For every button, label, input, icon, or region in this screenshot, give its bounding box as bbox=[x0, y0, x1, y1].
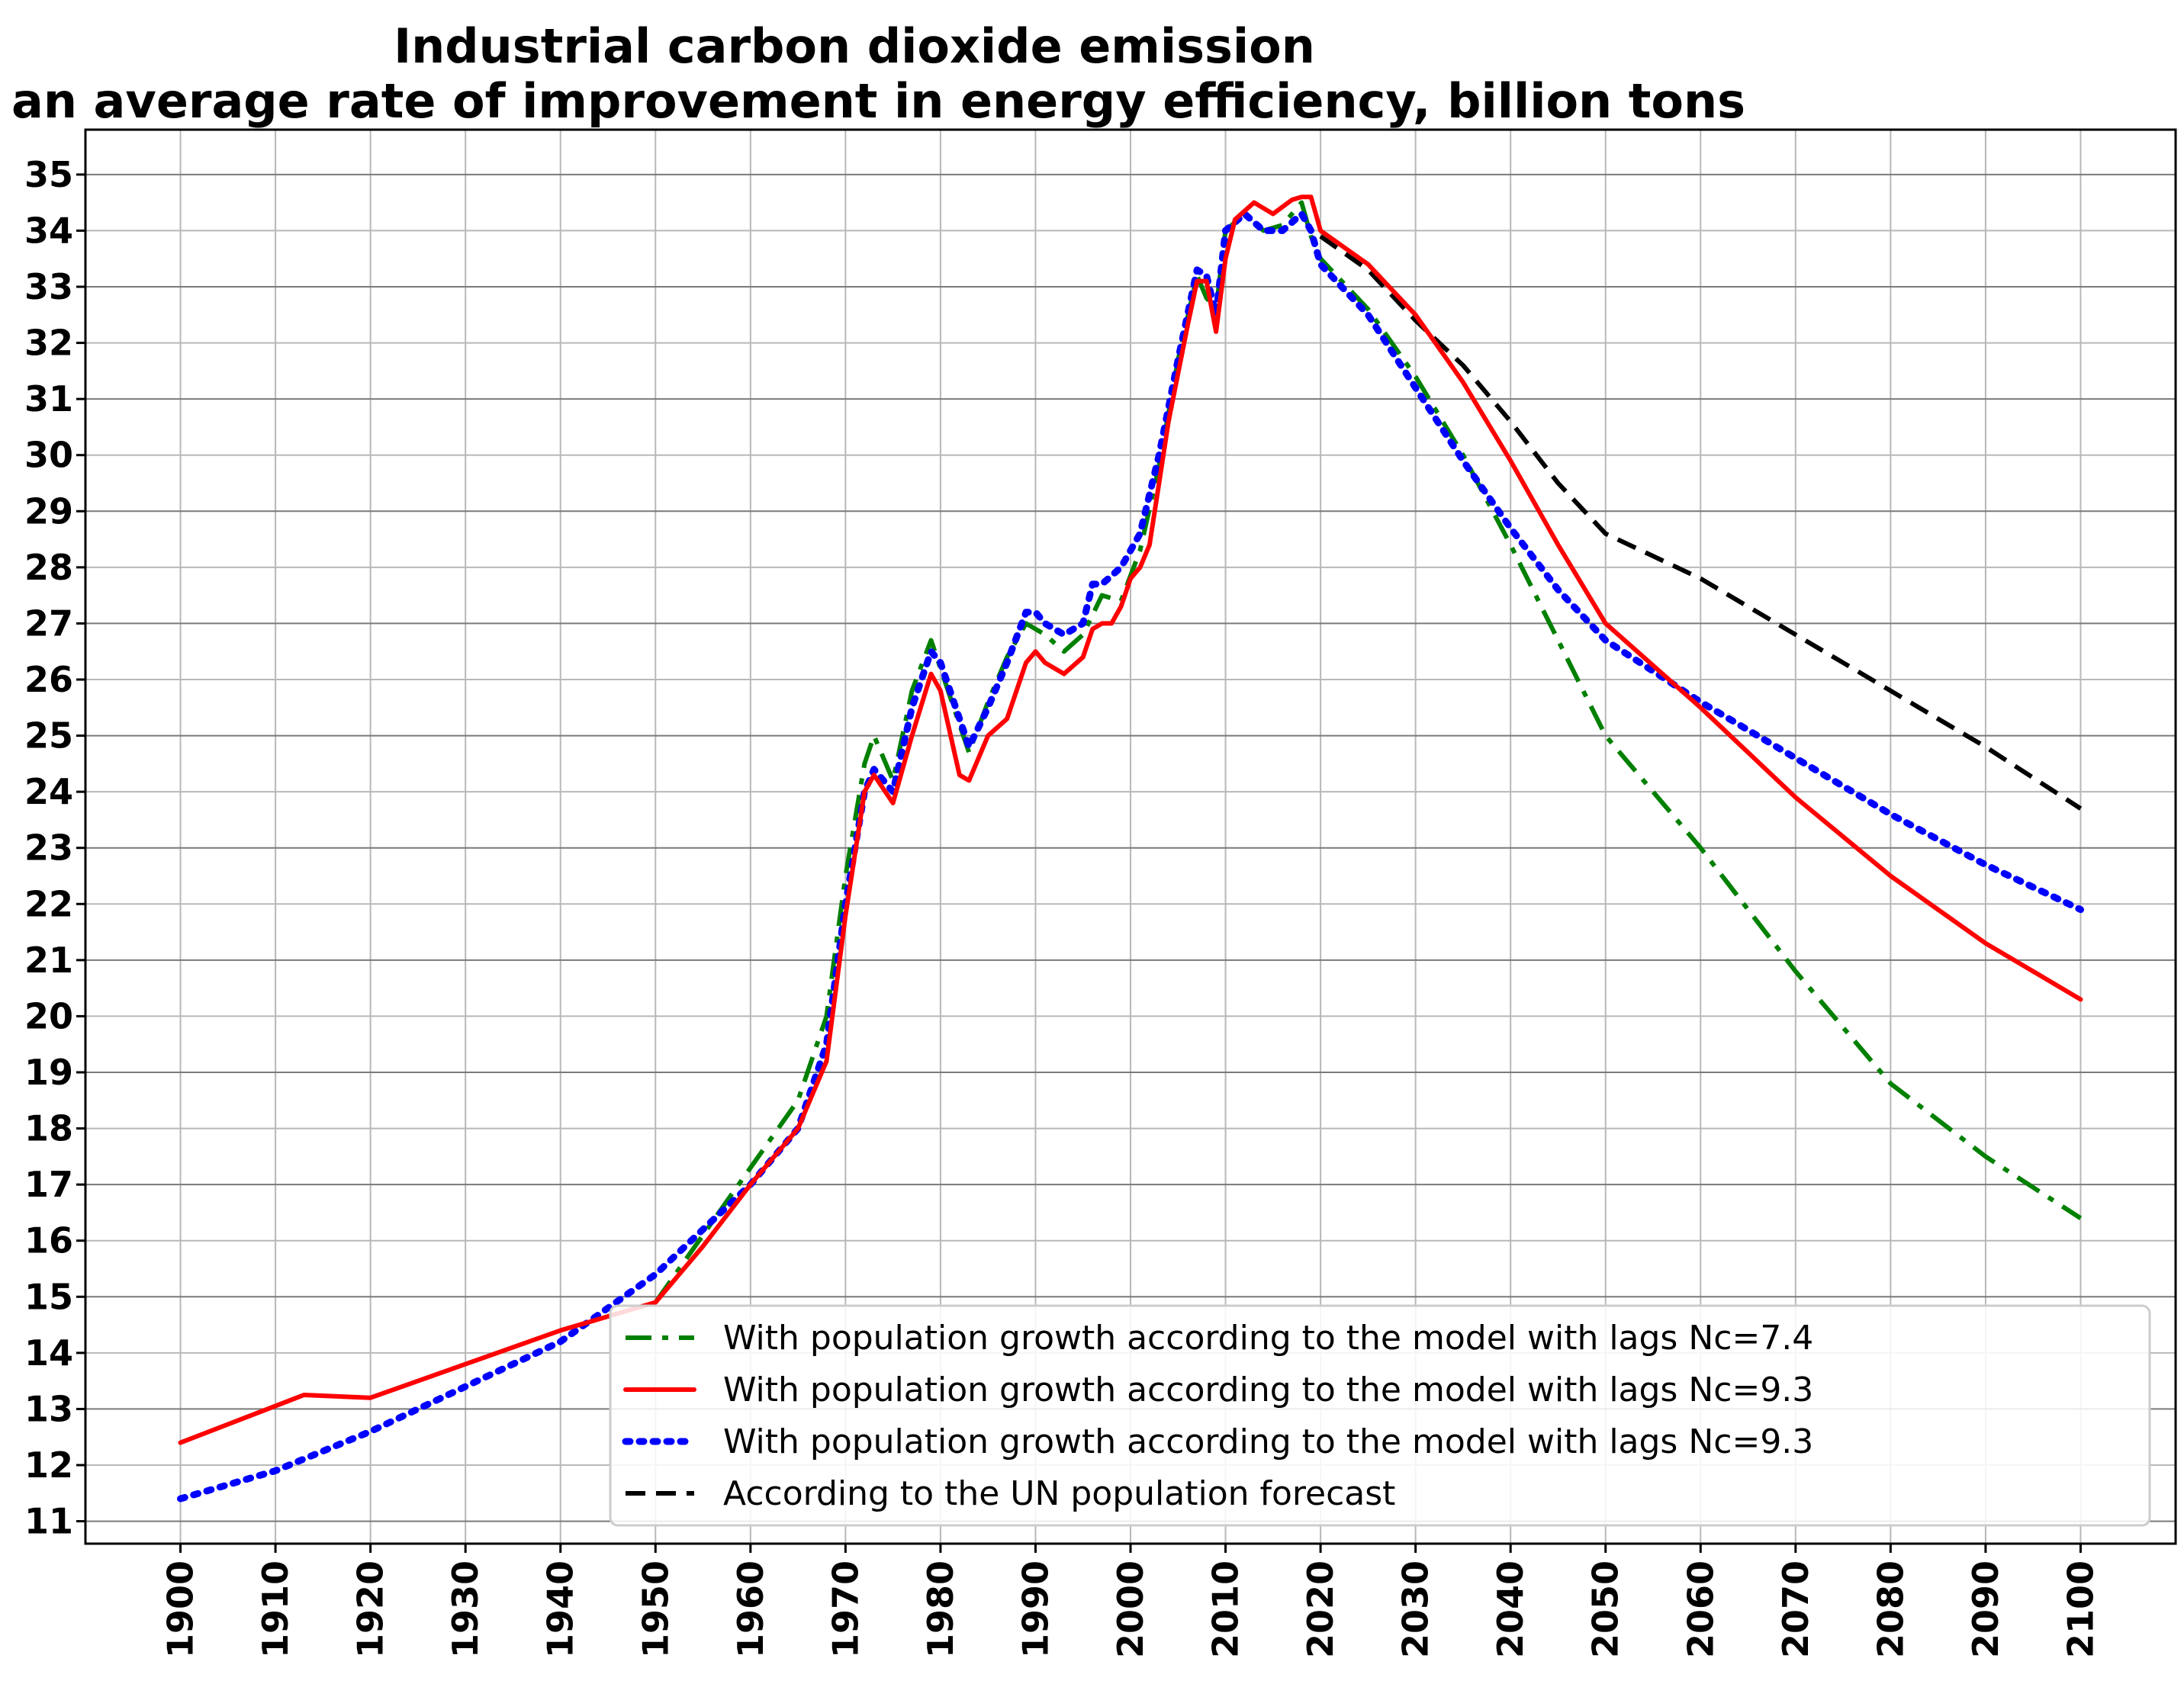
x-tick-label: 2000 bbox=[1110, 1560, 1151, 1658]
legend-label-0: With population growth according to the … bbox=[723, 1319, 1813, 1358]
y-tick-label: 27 bbox=[24, 603, 73, 644]
y-tick-label: 33 bbox=[24, 266, 73, 307]
x-tick-label: 1970 bbox=[825, 1560, 866, 1658]
y-tick-label: 25 bbox=[24, 715, 73, 757]
y-tick-label: 19 bbox=[24, 1052, 73, 1093]
x-tick-label: 1940 bbox=[540, 1560, 581, 1658]
x-tick-label: 2070 bbox=[1775, 1560, 1816, 1658]
series-line-2 bbox=[177, 210, 2084, 1502]
y-tick-label: 13 bbox=[24, 1388, 73, 1429]
x-tick-label: 2080 bbox=[1870, 1560, 1911, 1658]
chart-subtitle: at an average rate of improvement in ene… bbox=[0, 73, 1745, 129]
legend: With population growth according to the … bbox=[609, 1304, 2151, 1527]
legend-label-2: With population growth according to the … bbox=[723, 1422, 1813, 1461]
y-tick-label: 22 bbox=[24, 883, 73, 924]
x-tick-label: 1910 bbox=[255, 1560, 296, 1658]
x-tick-label: 2050 bbox=[1585, 1560, 1626, 1658]
y-tick-label: 31 bbox=[24, 378, 73, 419]
x-tick-label: 1920 bbox=[350, 1560, 391, 1658]
x-tick-label: 2100 bbox=[2060, 1560, 2101, 1658]
y-axis-ticks: 11 12 13 14 15 16 17 18 19 20 21 22 23 24 25 26 27 28 29 30… bbox=[24, 154, 85, 1542]
x-tick-label: 2060 bbox=[1680, 1560, 1721, 1658]
y-tick-label: 32 bbox=[24, 323, 73, 364]
x-tick-label: 1930 bbox=[445, 1560, 486, 1658]
x-tick-label: 2020 bbox=[1300, 1560, 1341, 1658]
x-tick-label: 2030 bbox=[1395, 1560, 1436, 1658]
y-tick-label: 11 bbox=[24, 1501, 73, 1542]
series-line-1 bbox=[178, 194, 2083, 1445]
y-tick-label: 30 bbox=[24, 435, 73, 476]
legend-label-1: With population growth according to the … bbox=[723, 1371, 1813, 1409]
x-tick-label: 2010 bbox=[1205, 1560, 1246, 1658]
y-tick-label: 17 bbox=[24, 1164, 73, 1205]
series-line-0 bbox=[653, 200, 2083, 1304]
x-tick-label: 2040 bbox=[1490, 1560, 1531, 1658]
legend-label-3: According to the UN population forecast bbox=[723, 1474, 1395, 1513]
x-tick-label: 1960 bbox=[730, 1560, 771, 1658]
y-tick-label: 23 bbox=[24, 828, 73, 869]
x-tick-label: 1900 bbox=[160, 1560, 201, 1658]
y-tick-label: 35 bbox=[24, 154, 73, 195]
y-tick-label: 20 bbox=[24, 995, 73, 1036]
y-tick-label: 15 bbox=[24, 1276, 73, 1317]
y-tick-label: 29 bbox=[24, 490, 73, 532]
y-tick-label: 14 bbox=[24, 1332, 73, 1374]
x-tick-label: 1990 bbox=[1015, 1560, 1056, 1658]
y-tick-label: 21 bbox=[24, 940, 73, 981]
series-line-3 bbox=[1319, 234, 2083, 811]
x-axis-ticks: 1900 1910 1920 1930 1940 1950 1960 1970 1980 1990… bbox=[160, 1544, 2101, 1658]
chart-title: Industrial carbon dioxide emission bbox=[394, 18, 1315, 74]
y-tick-label: 12 bbox=[24, 1445, 73, 1486]
x-tick-label: 2090 bbox=[1965, 1560, 2006, 1658]
y-tick-label: 28 bbox=[24, 547, 73, 588]
y-tick-label: 34 bbox=[24, 210, 73, 251]
y-tick-label: 16 bbox=[24, 1220, 73, 1261]
y-tick-label: 24 bbox=[24, 771, 73, 812]
x-tick-label: 1950 bbox=[635, 1560, 676, 1658]
legend-box bbox=[609, 1304, 2151, 1527]
y-tick-label: 18 bbox=[24, 1108, 73, 1149]
series-lines bbox=[177, 194, 2084, 1502]
y-tick-label: 26 bbox=[24, 659, 73, 700]
x-tick-label: 1980 bbox=[920, 1560, 961, 1658]
